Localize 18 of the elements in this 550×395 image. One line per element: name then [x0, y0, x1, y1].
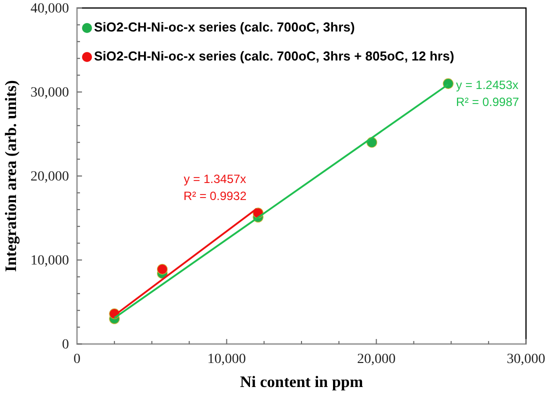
- y-tick-label: 30,000: [30, 85, 69, 100]
- legend-label: SiO2-CH-Ni-oc-x series (calc. 700oC, 3hrs + 805oC, 12 hrs): [94, 48, 454, 64]
- point: [156, 264, 168, 275]
- x-tick-label: 10,000: [207, 352, 246, 367]
- y-axis-title: Integration area (arb. units): [3, 80, 20, 272]
- x-tick-label: 20,000: [357, 352, 396, 367]
- annotation: R² = 0.9987: [456, 95, 520, 110]
- y-tick-label: 40,000: [30, 1, 69, 16]
- y-tick-label: 10,000: [30, 253, 69, 268]
- y-tick-label: 20,000: [30, 169, 69, 184]
- x-axis-title: Ni content in ppm: [240, 374, 364, 391]
- x-tick-label: 0: [74, 352, 80, 367]
- annotation: y = 1.3457x: [184, 172, 246, 186]
- legend-label: SiO2-CH-Ni-oc-x series (calc. 700oC, 3hrs): [94, 19, 355, 34]
- y-tick-label: 0: [62, 337, 69, 352]
- annotation: y = 1.2453x: [456, 78, 518, 92]
- x-tick-label: 30,000: [506, 352, 546, 367]
- annotation: R² = 0.9932: [183, 189, 247, 204]
